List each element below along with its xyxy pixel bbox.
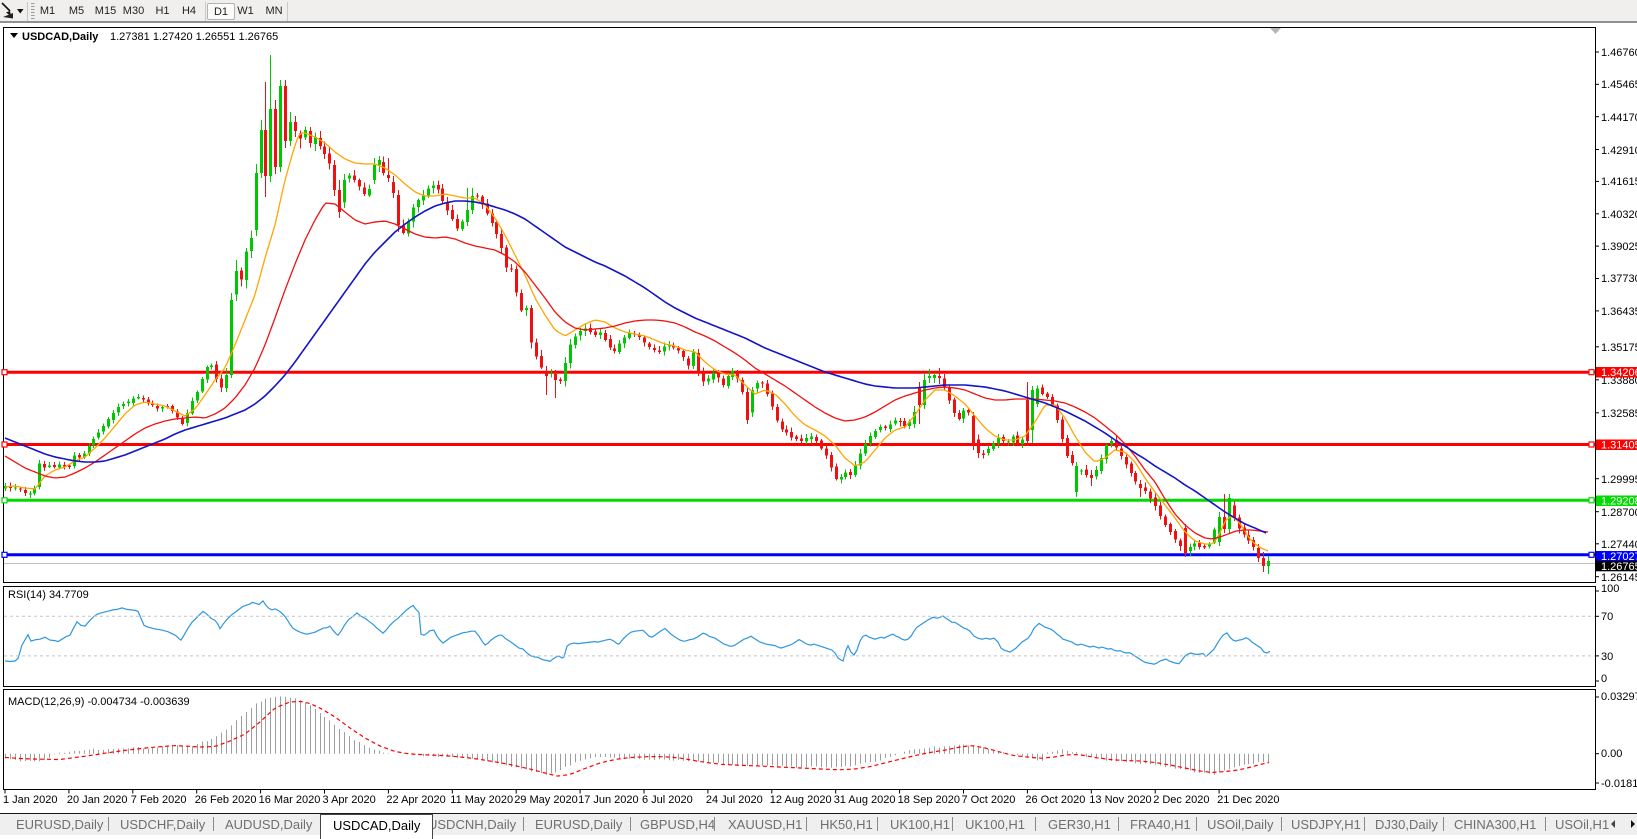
svg-text:USDCAD,Daily: USDCAD,Daily — [22, 31, 99, 43]
svg-text:1.27440: 1.27440 — [1601, 539, 1637, 551]
svg-text:1.44170: 1.44170 — [1601, 112, 1637, 124]
svg-text:1.26145: 1.26145 — [1601, 572, 1637, 584]
svg-text:22 Apr 2020: 22 Apr 2020 — [386, 794, 445, 806]
svg-text:18 Sep 2020: 18 Sep 2020 — [898, 794, 960, 806]
svg-text:1.27027: 1.27027 — [1601, 551, 1637, 563]
svg-text:1.42910: 1.42910 — [1601, 145, 1637, 157]
svg-text:1.27381 1.27420 1.26551 1.2676: 1.27381 1.27420 1.26551 1.26765 — [110, 31, 278, 43]
svg-text:1.33880: 1.33880 — [1601, 375, 1637, 387]
svg-text:1.29208: 1.29208 — [1601, 496, 1637, 508]
svg-text:1.36435: 1.36435 — [1601, 306, 1637, 318]
svg-text:29 May 2020: 29 May 2020 — [514, 794, 578, 806]
svg-text:1.26765: 1.26765 — [1601, 561, 1637, 573]
svg-text:3 Apr 2020: 3 Apr 2020 — [323, 794, 376, 806]
svg-text:7 Feb 2020: 7 Feb 2020 — [131, 794, 187, 806]
svg-text:0.00: 0.00 — [1601, 748, 1622, 760]
svg-text:21 Dec 2020: 21 Dec 2020 — [1217, 794, 1279, 806]
svg-text:100: 100 — [1601, 583, 1619, 595]
svg-text:1.31405: 1.31405 — [1601, 440, 1637, 452]
svg-text:7 Oct 2020: 7 Oct 2020 — [962, 794, 1016, 806]
svg-text:20 Jan 2020: 20 Jan 2020 — [67, 794, 128, 806]
svg-text:1 Jan 2020: 1 Jan 2020 — [3, 794, 57, 806]
svg-text:1.34206: 1.34206 — [1601, 367, 1637, 379]
svg-text:0: 0 — [1601, 673, 1607, 685]
svg-text:26 Oct 2020: 26 Oct 2020 — [1025, 794, 1085, 806]
svg-text:24 Jul 2020: 24 Jul 2020 — [706, 794, 763, 806]
svg-text:1.28700: 1.28700 — [1601, 507, 1637, 519]
svg-text:30: 30 — [1601, 651, 1613, 663]
svg-text:-0.01815: -0.01815 — [1601, 778, 1637, 790]
svg-text:1.32585: 1.32585 — [1601, 408, 1637, 420]
svg-text:1.37730: 1.37730 — [1601, 273, 1637, 285]
svg-text:1.40320: 1.40320 — [1601, 209, 1637, 221]
svg-text:6 Jul 2020: 6 Jul 2020 — [642, 794, 693, 806]
svg-text:1.29995: 1.29995 — [1601, 474, 1637, 486]
svg-text:31 Aug 2020: 31 Aug 2020 — [834, 794, 896, 806]
svg-text:11 May 2020: 11 May 2020 — [450, 794, 513, 806]
svg-text:2 Dec 2020: 2 Dec 2020 — [1153, 794, 1209, 806]
svg-text:1.45465: 1.45465 — [1601, 79, 1637, 91]
svg-text:0.032972: 0.032972 — [1601, 691, 1637, 703]
svg-text:16 Mar 2020: 16 Mar 2020 — [259, 794, 321, 806]
svg-text:12 Aug 2020: 12 Aug 2020 — [770, 794, 832, 806]
svg-text:1.41615: 1.41615 — [1601, 176, 1637, 188]
svg-text:RSI(14) 34.7709: RSI(14) 34.7709 — [8, 589, 89, 601]
svg-text:1.46760: 1.46760 — [1601, 47, 1637, 59]
svg-text:70: 70 — [1601, 611, 1613, 623]
svg-text:MACD(12,26,9) -0.004734 -0.003: MACD(12,26,9) -0.004734 -0.003639 — [8, 696, 190, 708]
svg-text:1.39025: 1.39025 — [1601, 241, 1637, 253]
svg-text:1.35175: 1.35175 — [1601, 342, 1637, 354]
svg-text:17 Jun 2020: 17 Jun 2020 — [578, 794, 639, 806]
svg-text:26 Feb 2020: 26 Feb 2020 — [195, 794, 257, 806]
svg-text:13 Nov 2020: 13 Nov 2020 — [1089, 794, 1151, 806]
